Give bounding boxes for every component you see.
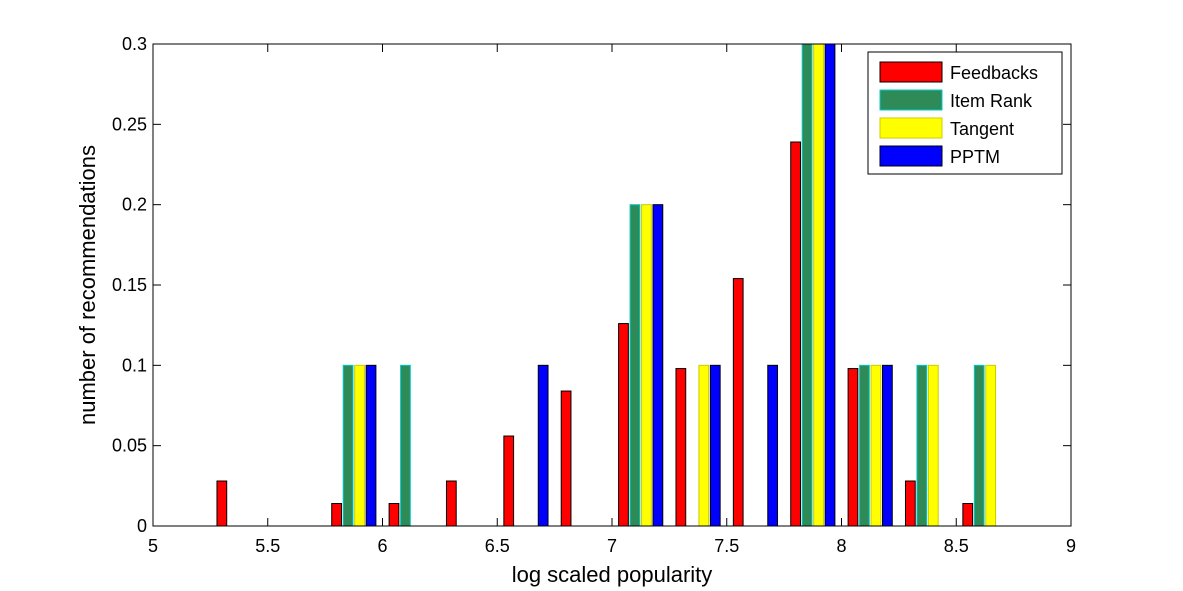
bar-feedbacks-9 — [675, 368, 687, 527]
y-tick-label: 0.15 — [112, 275, 147, 295]
bar-tangent-12 — [870, 364, 882, 527]
legend-swatch-pptm — [879, 145, 943, 167]
y-axis-title: number of recommendations — [75, 145, 100, 425]
x-tick-label: 5 — [148, 536, 158, 556]
y-tick-label: 0.1 — [122, 355, 147, 375]
x-tick-label: 6 — [377, 536, 387, 556]
x-tick-label: 7 — [607, 536, 617, 556]
y-tick-label: 0 — [137, 516, 147, 536]
legend-swatch-feedbacks — [879, 61, 943, 83]
bar-pptm-8 — [652, 204, 664, 527]
bar-pptm-12 — [882, 364, 893, 527]
y-tick-label: 0.25 — [112, 114, 147, 134]
bar-feedbacks-13 — [904, 480, 916, 527]
x-axis-title: log scaled popularity — [512, 562, 713, 587]
x-tick-label: 5.5 — [255, 536, 280, 556]
bar-pptm-3 — [365, 364, 377, 527]
bar-tangent-9 — [698, 364, 710, 527]
bar-item-rank-13 — [916, 364, 928, 527]
legend-swatch-tangent — [879, 117, 943, 139]
y-tick-label: 0.05 — [112, 436, 147, 456]
x-tick-label: 6.5 — [485, 536, 510, 556]
legend-swatch-item-rank — [879, 89, 943, 111]
x-tick-label: 8.5 — [944, 536, 969, 556]
legend-label: Tangent — [950, 119, 1014, 139]
ticks-layer: 5 5.5 6 6.5 7 7.5 8 8.5 9 0 0.05 0.1 0.15 0.2 0.25 0.3 — [112, 34, 1076, 556]
legend-label: Feedbacks — [950, 63, 1038, 83]
bar-feedbacks-4 — [388, 503, 400, 527]
bar-item-rank-11 — [801, 43, 813, 527]
x-tick-label: 8 — [836, 536, 846, 556]
x-tick-label: 9 — [1066, 536, 1076, 556]
legend-label: PPTM — [950, 147, 1000, 167]
bar-feedbacks-3 — [331, 503, 342, 527]
bar-feedbacks-10 — [732, 278, 744, 527]
bar-feedbacks-1 — [216, 480, 228, 527]
bar-tangent-11 — [813, 43, 824, 527]
y-tick-label: 0.3 — [122, 34, 147, 54]
bar-pptm-9 — [709, 364, 721, 527]
bar-item-rank-4 — [400, 364, 411, 527]
y-tick-label: 0.2 — [122, 195, 147, 215]
x-tick-label: 7.5 — [714, 536, 739, 556]
bar-item-rank-3 — [342, 364, 354, 527]
bar-feedbacks-6 — [503, 435, 515, 527]
bar-pptm-11 — [824, 43, 836, 527]
bar-tangent-8 — [641, 204, 652, 527]
bar-tangent-13 — [927, 364, 939, 527]
legend: Feedbacks Item Rank Tangent PPTM — [867, 51, 1063, 175]
bar-feedbacks-14 — [962, 503, 974, 527]
bar-tangent-3 — [354, 364, 365, 527]
bar-feedbacks-5 — [445, 480, 457, 527]
bar-feedbacks-7 — [560, 390, 572, 527]
bar-feedbacks-11 — [790, 141, 801, 527]
bar-tangent-14 — [985, 364, 997, 527]
bar-feedbacks-12 — [847, 368, 859, 527]
bar-item-rank-8 — [629, 204, 641, 527]
bar-item-rank-14 — [973, 364, 985, 527]
bar-pptm-10 — [767, 364, 779, 527]
bar-feedbacks-8 — [618, 323, 629, 527]
bar-pptm-6 — [537, 364, 549, 527]
legend-items: Feedbacks Item Rank Tangent PPTM — [879, 61, 1038, 167]
legend-label: Item Rank — [950, 91, 1033, 111]
bar-item-rank-12 — [859, 364, 870, 527]
